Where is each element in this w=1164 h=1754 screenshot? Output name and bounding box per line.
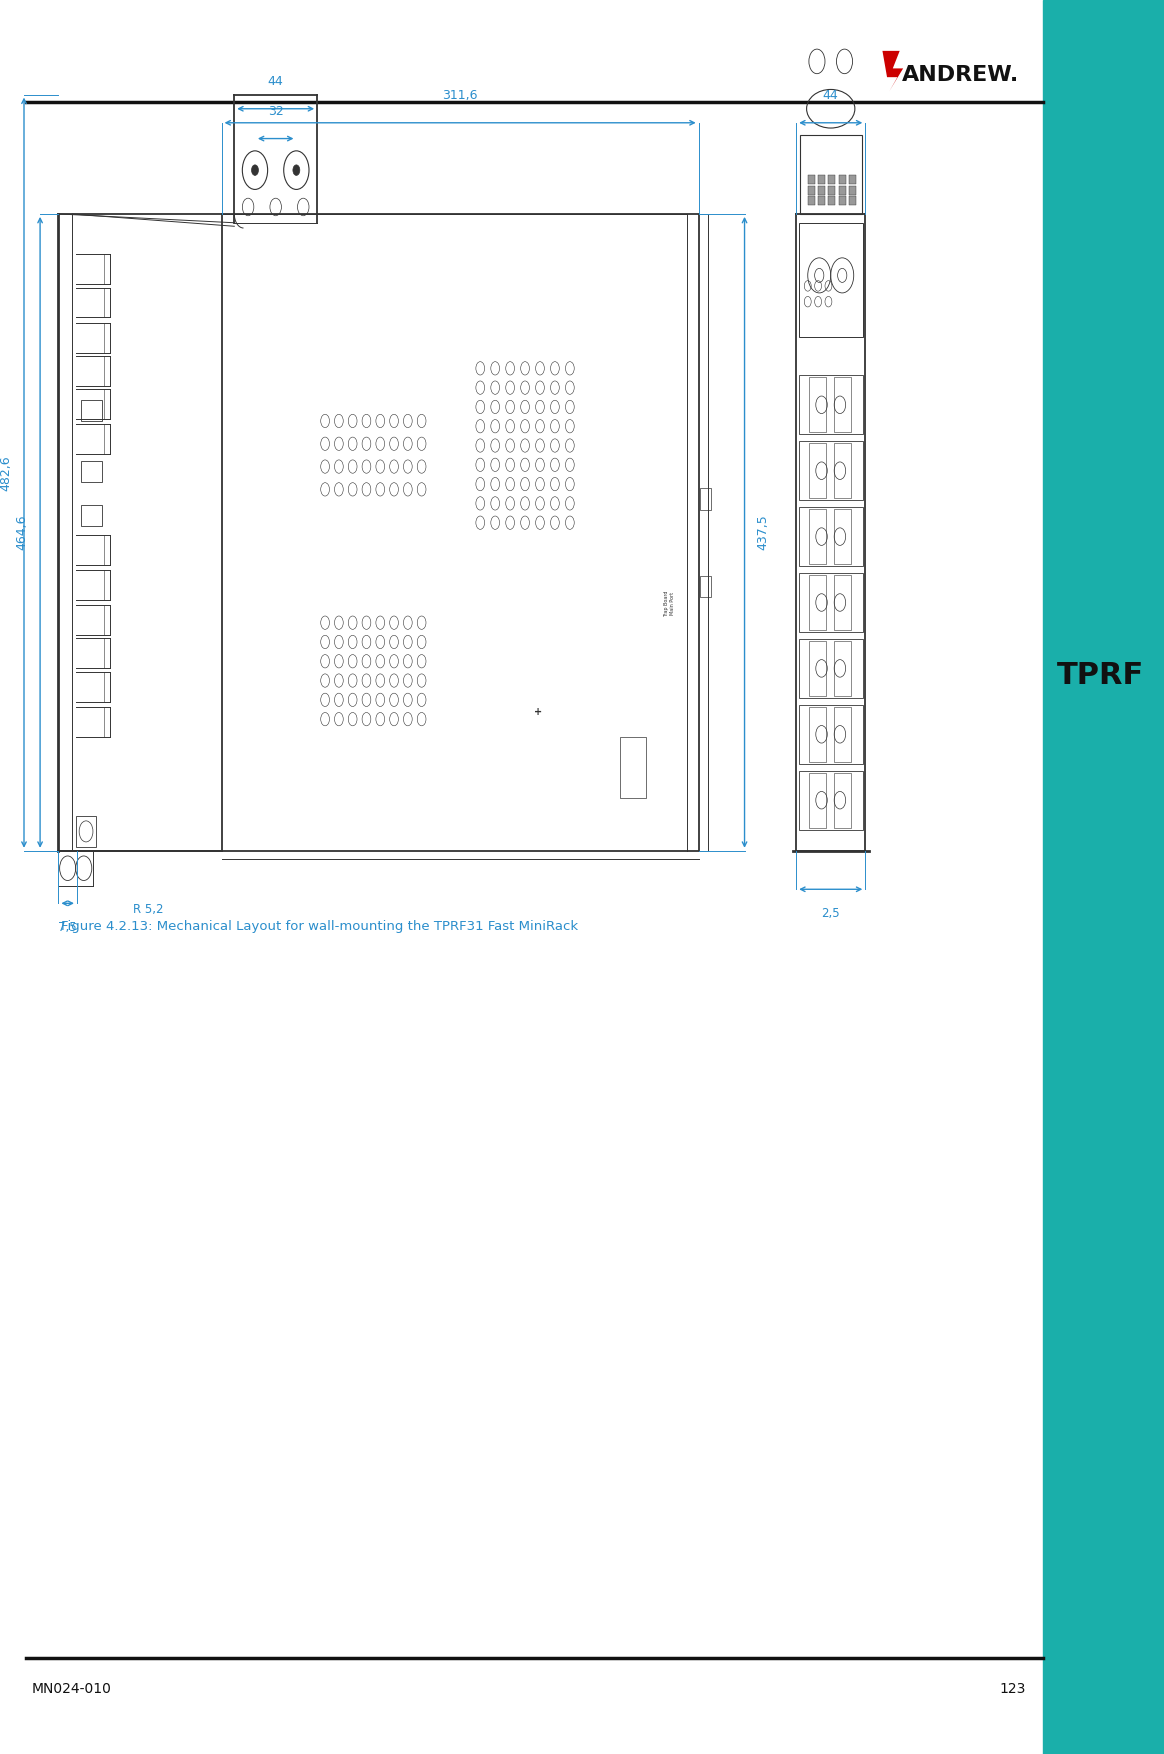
Text: Trap Board
Main Port: Trap Board Main Port bbox=[665, 589, 675, 617]
Bar bbox=[835, 509, 851, 565]
Bar bbox=[799, 375, 863, 435]
Text: TPRF: TPRF bbox=[1057, 661, 1144, 689]
Text: +: + bbox=[533, 707, 541, 717]
Bar bbox=[81, 400, 102, 421]
Text: 464,6: 464,6 bbox=[15, 514, 29, 551]
Text: 44: 44 bbox=[268, 75, 284, 88]
Text: MN024-010: MN024-010 bbox=[33, 1682, 112, 1696]
Bar bbox=[839, 186, 846, 195]
Bar bbox=[81, 461, 102, 482]
Bar bbox=[808, 186, 815, 195]
Bar bbox=[835, 640, 851, 696]
Bar bbox=[829, 175, 836, 184]
Bar bbox=[849, 175, 856, 184]
Bar bbox=[76, 816, 97, 847]
Bar bbox=[809, 509, 826, 565]
Bar bbox=[835, 707, 851, 761]
Bar bbox=[809, 444, 826, 498]
Text: ANDREW.: ANDREW. bbox=[902, 65, 1020, 84]
Bar bbox=[835, 377, 851, 433]
Text: 437,5: 437,5 bbox=[757, 514, 769, 551]
Bar bbox=[799, 442, 863, 500]
Bar bbox=[1043, 0, 1164, 1754]
Bar bbox=[221, 214, 698, 851]
Circle shape bbox=[293, 165, 300, 175]
Bar bbox=[849, 186, 856, 195]
Bar bbox=[829, 196, 836, 205]
Bar bbox=[818, 196, 825, 205]
Bar bbox=[839, 175, 846, 184]
Bar bbox=[809, 377, 826, 433]
Text: 482,6: 482,6 bbox=[0, 454, 13, 491]
Bar bbox=[799, 574, 863, 631]
Bar bbox=[809, 707, 826, 761]
Bar bbox=[809, 575, 826, 630]
Text: 123: 123 bbox=[1000, 1682, 1027, 1696]
Bar bbox=[835, 444, 851, 498]
Bar bbox=[818, 186, 825, 195]
Bar bbox=[849, 196, 856, 205]
Text: 2,5: 2,5 bbox=[822, 907, 840, 919]
Bar bbox=[799, 705, 863, 763]
Text: R 5,2: R 5,2 bbox=[133, 903, 164, 916]
Bar bbox=[800, 135, 861, 214]
Bar bbox=[808, 196, 815, 205]
Bar bbox=[839, 196, 846, 205]
Text: 32: 32 bbox=[268, 105, 284, 118]
Text: Figure 4.2.13: Mechanical Layout for wall-mounting the TPRF31 Fast MiniRack: Figure 4.2.13: Mechanical Layout for wal… bbox=[61, 919, 577, 933]
Bar bbox=[799, 507, 863, 567]
Bar bbox=[809, 640, 826, 696]
Text: 7,5: 7,5 bbox=[58, 921, 77, 933]
Bar bbox=[799, 223, 863, 337]
Polygon shape bbox=[882, 51, 903, 91]
Text: 311,6: 311,6 bbox=[442, 89, 478, 102]
Bar bbox=[700, 575, 711, 596]
Bar bbox=[620, 737, 646, 798]
Bar bbox=[799, 770, 863, 830]
Bar bbox=[835, 575, 851, 630]
Bar bbox=[799, 638, 863, 698]
Bar bbox=[835, 772, 851, 828]
Bar bbox=[808, 175, 815, 184]
Circle shape bbox=[251, 165, 258, 175]
Bar bbox=[81, 505, 102, 526]
Bar bbox=[818, 175, 825, 184]
Bar bbox=[829, 186, 836, 195]
Bar bbox=[700, 488, 711, 509]
Text: 44: 44 bbox=[823, 89, 838, 102]
Bar bbox=[809, 772, 826, 828]
